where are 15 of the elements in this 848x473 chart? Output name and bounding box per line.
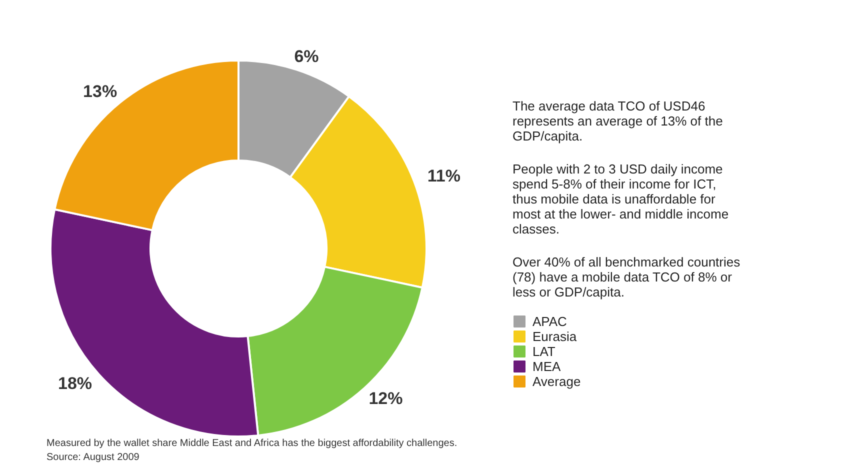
text: Measured by the wallet share Middle East and Africa has the biggest affordability challenges.: [46, 438, 458, 449]
legend-label: APAC: [532, 314, 567, 329]
legend-label: Average: [532, 374, 581, 389]
data-label: 18%: [58, 374, 92, 394]
data-label: 6%: [294, 46, 319, 66]
legend-label: LAT: [532, 344, 556, 359]
text: Over 40% of all benchmarked countries (78) have a mobile data TCO of 8% or less or GDP/capita.: [512, 254, 741, 300]
source-note: Source: August 2009: [46, 452, 140, 463]
data-label: 12%: [368, 389, 403, 408]
legend-label: Eurasia: [532, 329, 578, 344]
data-label: 11%: [427, 166, 460, 186]
text: The average data TCO of USD46 represents an average of 13% of the GDP/capita.: [512, 98, 723, 144]
legend-label: MEA: [532, 359, 561, 374]
text: People with 2 to 3 USD daily income spend 5-8% of their income for ICT, thus mobile data is unaffordable for most at the lower- and middle income classes.: [512, 162, 729, 236]
data-label: 13%: [83, 82, 118, 102]
